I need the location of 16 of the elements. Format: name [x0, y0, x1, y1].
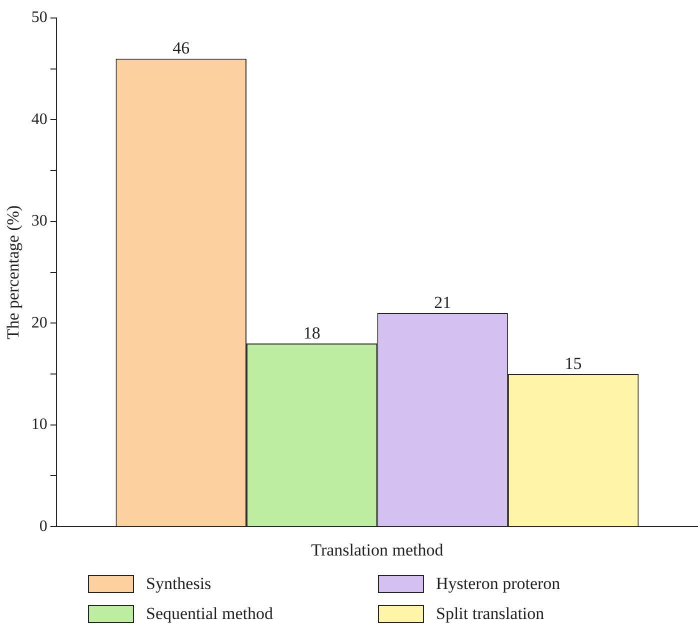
legend-label: Sequential method: [146, 604, 274, 624]
legend-label: Synthesis: [146, 574, 212, 594]
y-tick-label: 30: [31, 212, 48, 230]
y-tick-label: 0: [39, 518, 48, 535]
data-label: 21: [434, 292, 452, 312]
y-tick-label: 50: [31, 9, 48, 26]
data-label: 15: [564, 354, 582, 373]
y-axis-title: The percentage (%): [4, 205, 23, 340]
legend-label: Split translation: [436, 604, 544, 624]
x-axis-title: Translation method: [311, 540, 444, 560]
data-label: 46: [172, 38, 190, 58]
data-label: 18: [303, 323, 320, 342]
y-tick-label: 10: [31, 416, 48, 434]
y-tick-label: 20: [31, 314, 48, 332]
y-tick-label: 40: [31, 110, 48, 128]
legend-label: Hysteron proteron: [436, 574, 560, 594]
